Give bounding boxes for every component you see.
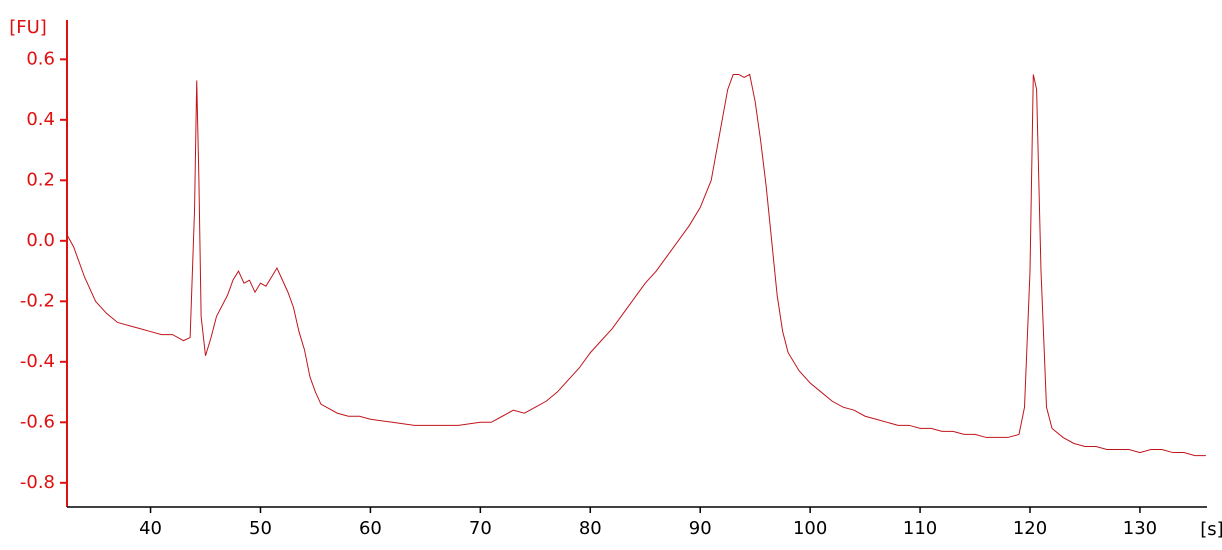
x-tick-label: 70	[469, 518, 492, 539]
x-tick-label: 100	[793, 518, 827, 539]
data-line	[66, 73, 1206, 457]
x-tick-label: 40	[139, 518, 162, 539]
x-tick-label: 120	[1013, 518, 1047, 539]
x-tick-label: 130	[1123, 518, 1157, 539]
y-tick-label: -0.8	[20, 472, 55, 493]
x-axis-label: [s]	[1200, 519, 1222, 540]
y-axis-label: [FU]	[9, 17, 47, 38]
y-tick-label: -0.6	[20, 411, 55, 432]
y-tick-label: 0.0	[26, 230, 55, 251]
y-tick-label: -0.2	[20, 290, 55, 311]
y-tick-label: 0.6	[26, 48, 55, 69]
x-tick-label: 60	[359, 518, 382, 539]
y-tick-label: -0.4	[20, 351, 55, 372]
x-tick-label: 80	[579, 518, 602, 539]
x-tick-label: 90	[689, 518, 712, 539]
y-tick-label: 0.4	[26, 109, 55, 130]
x-tick-label: 50	[249, 518, 272, 539]
y-tick-label: 0.2	[26, 169, 55, 190]
x-tick-label: 110	[903, 518, 937, 539]
